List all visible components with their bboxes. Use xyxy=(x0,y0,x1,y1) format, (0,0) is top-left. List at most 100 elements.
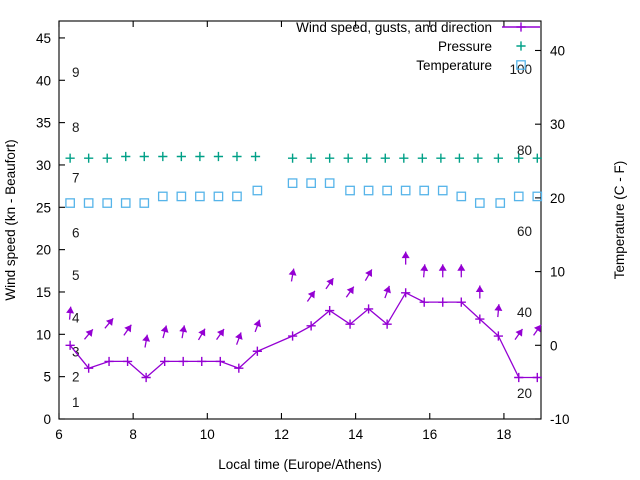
wind-marker xyxy=(325,306,335,316)
pressure-marker xyxy=(232,151,242,162)
pressure-marker xyxy=(362,153,372,163)
x-tick-label: 16 xyxy=(422,427,437,442)
x-tick-label: 6 xyxy=(55,427,63,442)
wind-arrow xyxy=(401,251,410,265)
wind-arrow xyxy=(475,285,484,299)
wind-marker xyxy=(363,304,374,314)
wind-arrow xyxy=(197,328,206,341)
temperature-marker xyxy=(195,191,205,202)
wind-marker xyxy=(493,331,503,341)
y-tick-label: 5 xyxy=(43,370,51,385)
legend-item[interactable]: Pressure xyxy=(438,39,526,54)
pressure-marker xyxy=(213,151,224,162)
arrow-head xyxy=(494,304,503,311)
wind-marker xyxy=(252,346,262,356)
temperature-marker xyxy=(83,198,94,208)
wind-arrow xyxy=(216,328,225,341)
wind-marker xyxy=(141,372,151,383)
temperature-marker xyxy=(120,198,131,208)
arrow-head xyxy=(179,325,188,333)
temperature-marker xyxy=(345,185,355,196)
temperature-marker xyxy=(513,191,524,202)
temperature-marker xyxy=(400,185,411,196)
beaufort-label: 9 xyxy=(72,65,80,80)
wind-arrow xyxy=(438,264,447,278)
arrow-head xyxy=(420,264,429,272)
wind-marker xyxy=(532,372,542,383)
pressure-marker xyxy=(176,151,186,162)
temperature-marker xyxy=(252,185,263,196)
plot-frame xyxy=(58,20,542,420)
arrow-head xyxy=(198,328,206,337)
y-axis-title: Wind speed (kn - Beaufort) xyxy=(3,139,18,300)
legend: Wind speed, gusts, and direction Pressure… xyxy=(296,20,540,73)
x-axis: 6 8 10 12 14 16 18 xyxy=(55,21,511,442)
wind-arrow xyxy=(104,317,114,329)
wind-marker xyxy=(287,331,298,341)
temperature-marker xyxy=(306,178,316,188)
pressure-marker xyxy=(454,153,465,163)
temperature-marker xyxy=(419,185,430,196)
arrow-head xyxy=(66,306,75,314)
beaufort-label: 8 xyxy=(72,120,80,135)
temperature-marker xyxy=(65,198,75,208)
temperature-marker xyxy=(382,185,392,196)
wind-arrow xyxy=(288,268,297,282)
y-tick-label: 0 xyxy=(43,412,51,427)
fahrenheit-label: 60 xyxy=(517,224,532,239)
pressure-marker xyxy=(473,153,483,163)
y2-tick-label: 10 xyxy=(550,265,565,280)
legend-marker xyxy=(516,60,526,70)
y2-tick-label: -10 xyxy=(550,412,570,427)
beaufort-label: 2 xyxy=(72,370,80,385)
wind-arrow xyxy=(179,325,188,339)
wind-marker xyxy=(234,363,244,373)
pressure-marker xyxy=(121,151,131,162)
beaufort-label: 1 xyxy=(72,395,80,410)
arrow-head xyxy=(253,319,262,328)
arrow-head xyxy=(85,329,93,337)
pressure-marker xyxy=(514,153,524,163)
temperature-marker xyxy=(213,191,224,202)
wind-arrow xyxy=(66,306,75,320)
wind-marker xyxy=(382,319,392,329)
arrow-head xyxy=(401,251,410,259)
wind-marker xyxy=(306,321,316,331)
wind-marker xyxy=(160,356,170,367)
wind-marker xyxy=(122,356,133,367)
legend-item[interactable]: Temperature xyxy=(416,58,526,73)
wind-marker xyxy=(456,297,466,307)
temperature-marker xyxy=(287,178,298,188)
pressure-marker xyxy=(287,153,298,163)
y-axis-right-title: Temperature (C - F) xyxy=(612,161,627,280)
y2-tick-label: 30 xyxy=(550,117,565,132)
y2-tick-label: 0 xyxy=(550,338,558,353)
pressure-marker xyxy=(139,151,149,162)
temperature-marker xyxy=(456,191,467,202)
legend-marker xyxy=(516,22,526,32)
wind-arrow xyxy=(383,285,391,299)
wind-arrow xyxy=(533,324,542,336)
beaufort-label: 6 xyxy=(72,226,80,241)
y-axis-left: 0 5 10 15 20 25 30 35 40 45 xyxy=(36,31,65,427)
arrow-head xyxy=(383,285,391,294)
arrow-head xyxy=(124,324,132,333)
series-1 xyxy=(65,151,542,163)
pressure-marker xyxy=(158,151,168,162)
arrow-head xyxy=(346,286,354,295)
wind-marker xyxy=(84,363,94,373)
plot-border xyxy=(58,20,542,420)
arrow-head xyxy=(235,332,243,340)
wind-marker xyxy=(178,356,188,367)
data-series xyxy=(65,151,543,383)
x-tick-label: 14 xyxy=(348,427,364,442)
pressure-marker xyxy=(493,153,503,163)
wind-arrow xyxy=(457,264,466,278)
pressure-marker xyxy=(532,153,542,163)
arrow-head xyxy=(307,290,315,299)
wind-arrow xyxy=(420,264,429,278)
legend-item[interactable]: Wind speed, gusts, and direction xyxy=(296,20,540,35)
